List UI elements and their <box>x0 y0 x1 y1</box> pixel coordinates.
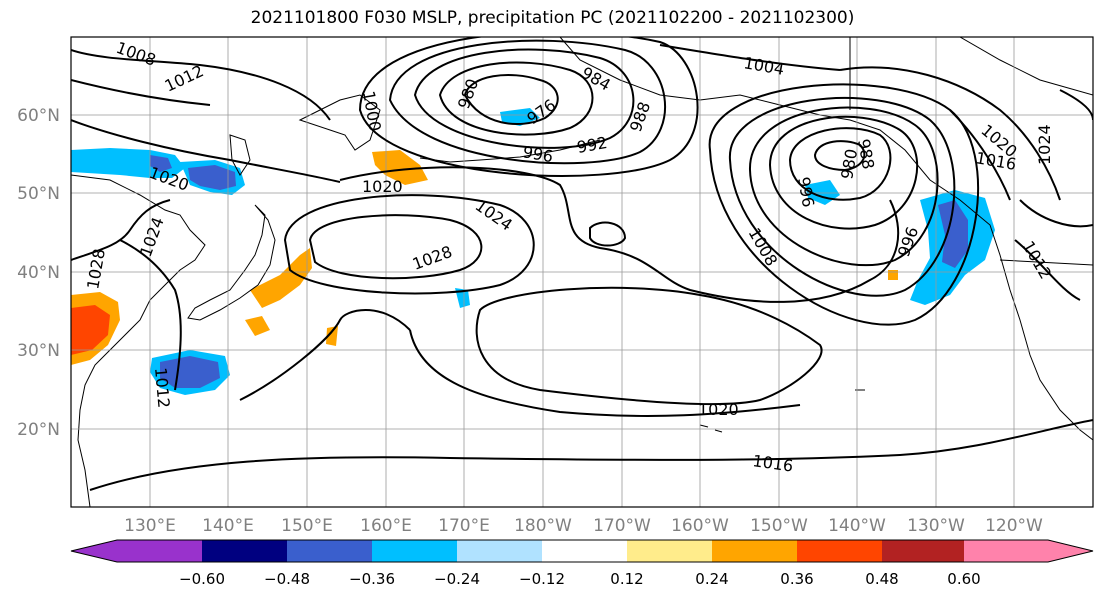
colorbar-tick-label: −0.12 <box>519 570 565 588</box>
lat-label: 40°N <box>17 263 60 283</box>
colorbar-tick-label: −0.60 <box>179 570 225 588</box>
isobar <box>71 79 211 106</box>
colorbar-swatch <box>542 540 627 562</box>
lon-label: 180°W <box>514 516 572 536</box>
isobar <box>659 44 841 71</box>
precip-positive-area <box>888 270 898 280</box>
contour-label: 1024 <box>1035 124 1054 165</box>
isobar <box>119 239 182 391</box>
lat-label: 50°N <box>17 184 60 204</box>
colorbar-swatch <box>882 540 964 562</box>
isobar <box>708 83 979 326</box>
isobar <box>813 140 866 172</box>
colorbar-tick-label: −0.24 <box>434 570 480 588</box>
colorbar-tick-label: 0.48 <box>865 570 898 588</box>
precip-positive-area <box>326 326 338 346</box>
isobar <box>475 286 823 406</box>
lon-label: 170°W <box>593 516 651 536</box>
lon-label: 140°W <box>828 516 886 536</box>
colorbar-tick-label: −0.36 <box>349 570 395 588</box>
isobar <box>358 37 699 177</box>
isobar <box>413 48 635 149</box>
precip-negative-core <box>188 165 236 190</box>
isobar <box>239 309 411 401</box>
precip-positive-area <box>245 316 270 336</box>
contour-label: 1020 <box>362 177 403 196</box>
colorbar-swatch <box>964 540 1093 562</box>
precip-negative-core <box>150 155 172 172</box>
colorbar-swatch <box>457 540 542 562</box>
colorbar-tick-label: 0.60 <box>947 570 980 588</box>
lon-label: 150°W <box>750 516 808 536</box>
colorbar-swatch <box>287 540 372 562</box>
isobar <box>71 199 171 261</box>
isobars <box>71 37 1093 491</box>
lat-label: 20°N <box>17 420 60 440</box>
contour-label: 1012 <box>151 367 173 409</box>
isobar <box>1019 199 1093 228</box>
colorbar <box>70 539 1094 563</box>
colorbar-outline <box>70 539 1094 563</box>
colorbar-swatch <box>71 540 202 562</box>
colorbar-swatch <box>372 540 457 562</box>
isobar <box>949 109 1011 201</box>
lon-label: 160°E <box>360 516 412 536</box>
precip-negative-core <box>160 356 220 388</box>
isobar <box>71 49 331 121</box>
precip-negative-area <box>500 108 540 126</box>
lon-label: 130°E <box>124 516 176 536</box>
colorbar-swatch <box>202 540 287 562</box>
isobar <box>728 96 956 297</box>
isobar <box>768 115 919 230</box>
map-frame <box>70 36 1094 508</box>
isobar <box>283 194 535 295</box>
lon-label: 160°W <box>671 516 729 536</box>
isobar <box>463 74 559 125</box>
lon-label: 150°E <box>281 516 333 536</box>
precip-negative-area <box>455 288 470 308</box>
lon-label: 140°E <box>202 516 254 536</box>
lon-label: 170°E <box>438 516 490 536</box>
lat-label: 60°N <box>17 106 60 126</box>
isobar <box>308 214 483 280</box>
isobar <box>89 419 1093 491</box>
colorbar-swatch <box>797 540 882 562</box>
colorbar-swatch <box>627 540 712 562</box>
isobar <box>388 39 666 165</box>
isobar <box>409 329 801 417</box>
lat-label: 30°N <box>17 341 60 361</box>
precip-positive-area <box>250 248 312 308</box>
isobar <box>788 127 892 201</box>
lon-label: 120°W <box>985 516 1043 536</box>
isobar <box>438 61 594 136</box>
isobar <box>748 106 939 267</box>
lon-label: 130°W <box>907 516 965 536</box>
precip-negative-core <box>938 200 968 268</box>
isobar <box>839 66 1061 201</box>
isobar <box>589 221 627 247</box>
map-title: 2021101800 F030 MSLP, precipitation PC (… <box>250 8 855 28</box>
isobar <box>339 166 900 303</box>
precip-strong-positive-area <box>71 305 110 355</box>
isobar <box>71 119 341 183</box>
colorbar-tick-label: −0.48 <box>264 570 310 588</box>
colorbar-tick-label: 0.36 <box>780 570 813 588</box>
colorbar-tick-label: 0.12 <box>610 570 643 588</box>
precip-negative-area <box>71 148 185 178</box>
colorbar-swatch <box>712 540 797 562</box>
colorbar-tick-label: 0.24 <box>695 570 728 588</box>
isobar <box>1014 239 1081 301</box>
contour-label: 1020 <box>698 400 739 419</box>
